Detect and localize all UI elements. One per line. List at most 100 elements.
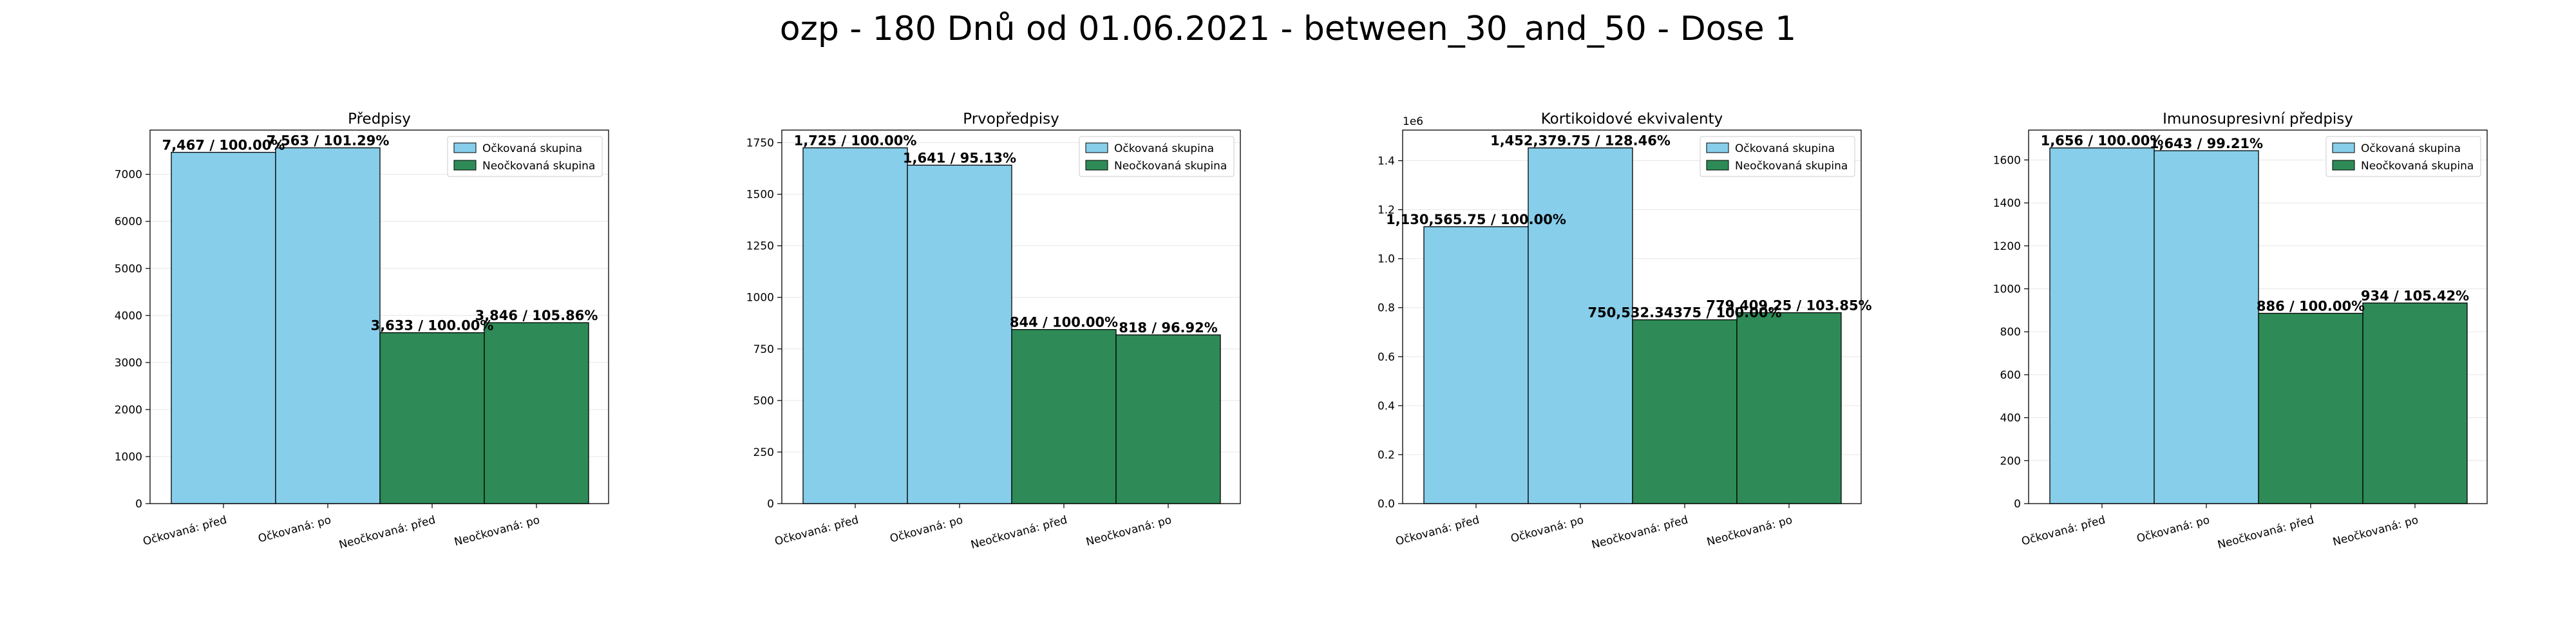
chart-3-data-label-4: 779,409.25 / 103.85% [1706, 298, 1871, 314]
chart-1-legend-swatch-2 [453, 160, 477, 171]
chart-4-data-label-3: 886 / 100.00% [2257, 298, 2365, 314]
chart-4-xtick-label-2: Očkovaná: po [2136, 514, 2211, 545]
chart-4-bar-2 [2154, 150, 2259, 504]
chart-4-bar-1 [2049, 147, 2155, 504]
chart-1-title: Předpisy [348, 111, 411, 128]
chart-1-legend-label-2: Neočkovaná skupina [482, 160, 595, 173]
chart-4-ytick-label: 200 [2000, 455, 2021, 468]
chart-2-ytick-label: 250 [753, 446, 774, 459]
chart-3-ytick-label: 1.2 [1378, 204, 1395, 217]
chart-2-legend-swatch-2 [1085, 160, 1108, 171]
chart-2-legend-label-1: Očkovaná skupina [1114, 142, 1214, 155]
chart-3-ytick-label: 0.8 [1378, 302, 1395, 315]
chart-3-ytick-label: 1.4 [1378, 155, 1395, 168]
chart-3-ytick-label: 1.0 [1378, 253, 1395, 266]
chart-2-legend-label-2: Neočkovaná skupina [1114, 160, 1227, 173]
chart-4-ytick-label: 1000 [1993, 283, 2021, 296]
chart-1-ytick-label: 4000 [115, 310, 142, 323]
chart-1-legend-label-1: Očkovaná skupina [482, 142, 582, 155]
chart-3-bar-1 [1423, 226, 1529, 504]
chart-1-ytick-label: 3000 [115, 357, 142, 370]
chart-1-xtick-label-3: Neočkovaná: před [337, 514, 437, 552]
chart-4-legend-label-1: Očkovaná skupina [2361, 142, 2461, 155]
chart-3-ytick-label: 0.2 [1378, 449, 1395, 462]
chart-3-title: Kortikoidové ekvivalenty [1541, 111, 1723, 128]
chart-3-legend-box [1700, 136, 1855, 177]
chart-3-data-label-3: 750,532.34375 / 100.00% [1587, 305, 1781, 321]
chart-2-xtick-label-1: Očkovaná: před [773, 514, 860, 549]
chart-2-legend-swatch-1 [1085, 142, 1108, 153]
chart-4-data-label-4: 934 / 105.42% [2361, 288, 2469, 303]
chart-4-ytick-label: 0 [2014, 498, 2021, 511]
chart-2-data-label-2: 1,641 / 95.13% [903, 150, 1016, 166]
chart-3-data-label-2: 1,452,379.75 / 128.46% [1490, 133, 1671, 149]
chart-3-legend-label-2: Neočkovaná skupina [1735, 160, 1848, 173]
chart-3-xtick-label-3: Neočkovaná: před [1590, 514, 1689, 552]
chart-2-axes-frame [781, 129, 1241, 504]
chart-3-legend-swatch-1 [1706, 142, 1729, 153]
chart-4-ytick-label: 600 [2000, 369, 2021, 382]
chart-2-xtick-label-3: Neočkovaná: před [969, 514, 1068, 552]
chart-1-bar-2 [275, 147, 381, 504]
chart-1-data-label-1: 7,467 / 100.00% [162, 138, 285, 153]
chart-2-xtick-label-4: Neočkovaná: po [1084, 514, 1173, 549]
chart-3-bar-2 [1528, 147, 1633, 504]
chart-2-bar-2 [907, 164, 1012, 504]
chart-4-ytick-label: 1600 [1993, 154, 2021, 167]
chart-1-data-label-3: 3,633 / 100.00% [371, 318, 494, 334]
chart-1-ytick-label: 1000 [115, 451, 142, 464]
chart-1-bar-1 [171, 151, 276, 504]
chart-1-legend-swatch-1 [453, 142, 477, 153]
chart-3-legend-label-1: Očkovaná skupina [1735, 142, 1835, 155]
chart-3-ytick-label: 0.0 [1378, 498, 1395, 511]
chart-3-bar-3 [1632, 319, 1738, 504]
chart-2-xtick-label-2: Očkovaná: po [889, 514, 965, 545]
chart-1-ytick-label: 0 [135, 498, 142, 511]
chart-3-xtick-label-2: Očkovaná: po [1510, 514, 1586, 545]
chart-4-ytick-label: 400 [2000, 412, 2021, 425]
chart-3-axes-frame [1402, 129, 1862, 504]
chart-4-title: Imunosupresivní předpisy [2163, 111, 2353, 128]
chart-4-legend-swatch-2 [2332, 160, 2355, 171]
chart-4-ytick-label: 800 [2000, 326, 2021, 339]
chart-1-ytick-label: 5000 [115, 263, 142, 276]
chart-1-axes-frame [149, 129, 609, 504]
chart-4-axes-frame [2028, 129, 2488, 504]
chart-2-data-label-1: 1,725 / 100.00% [794, 133, 917, 149]
chart-2-bar-3 [1011, 329, 1117, 504]
chart-3-xtick-label-4: Neočkovaná: po [1705, 514, 1794, 549]
chart-2-bar-1 [802, 147, 908, 504]
chart-2-ytick-label: 1000 [746, 292, 774, 305]
chart-4-legend-box [2325, 136, 2481, 177]
chart-1-xtick-label-4: Neočkovaná: po [453, 514, 541, 549]
chart-3-data-label-1: 1,130,565.75 / 100.00% [1386, 212, 1566, 227]
chart-2-ytick-label: 0 [767, 498, 774, 511]
chart-1-data-label-2: 7,563 / 101.29% [267, 133, 390, 149]
chart-4-ytick-label: 1200 [1993, 240, 2021, 253]
chart-4-data-label-1: 1,656 / 100.00% [2041, 133, 2164, 149]
chart-2-bar-4 [1115, 334, 1221, 504]
chart-3-y-multiplier: 1e6 [1403, 115, 1423, 128]
chart-1-ytick-label: 6000 [115, 216, 142, 229]
chart-1-xtick-label-1: Očkovaná: před [142, 514, 228, 549]
chart-4-legend-swatch-1 [2332, 142, 2355, 153]
chart-2-title: Prvopředpisy [963, 111, 1059, 128]
chart-1-bar-4 [484, 322, 589, 504]
chart-3-ytick-label: 0.6 [1378, 351, 1395, 364]
chart-2-ytick-label: 1250 [746, 240, 774, 253]
chart-1-ytick-label: 2000 [115, 404, 142, 417]
chart-2-ytick-label: 1500 [746, 189, 774, 202]
chart-4-ytick-label: 1400 [1993, 197, 2021, 210]
chart-2-ytick-label: 1750 [746, 137, 774, 150]
chart-2-ytick-label: 750 [753, 343, 774, 356]
chart-2-data-label-4: 818 / 96.92% [1119, 320, 1218, 336]
chart-2-ytick-label: 500 [753, 395, 774, 408]
chart-4-xtick-label-4: Neočkovaná: po [2331, 514, 2420, 549]
chart-4-data-label-2: 1,643 / 99.21% [2150, 136, 2263, 151]
chart-2-data-label-3: 844 / 100.00% [1010, 315, 1118, 330]
chart-1-bar-3 [379, 332, 485, 504]
chart-3-xtick-label-1: Očkovaná: před [1394, 514, 1481, 549]
chart-4-bar-4 [2362, 302, 2468, 504]
chart-1-ytick-label: 7000 [115, 169, 142, 182]
